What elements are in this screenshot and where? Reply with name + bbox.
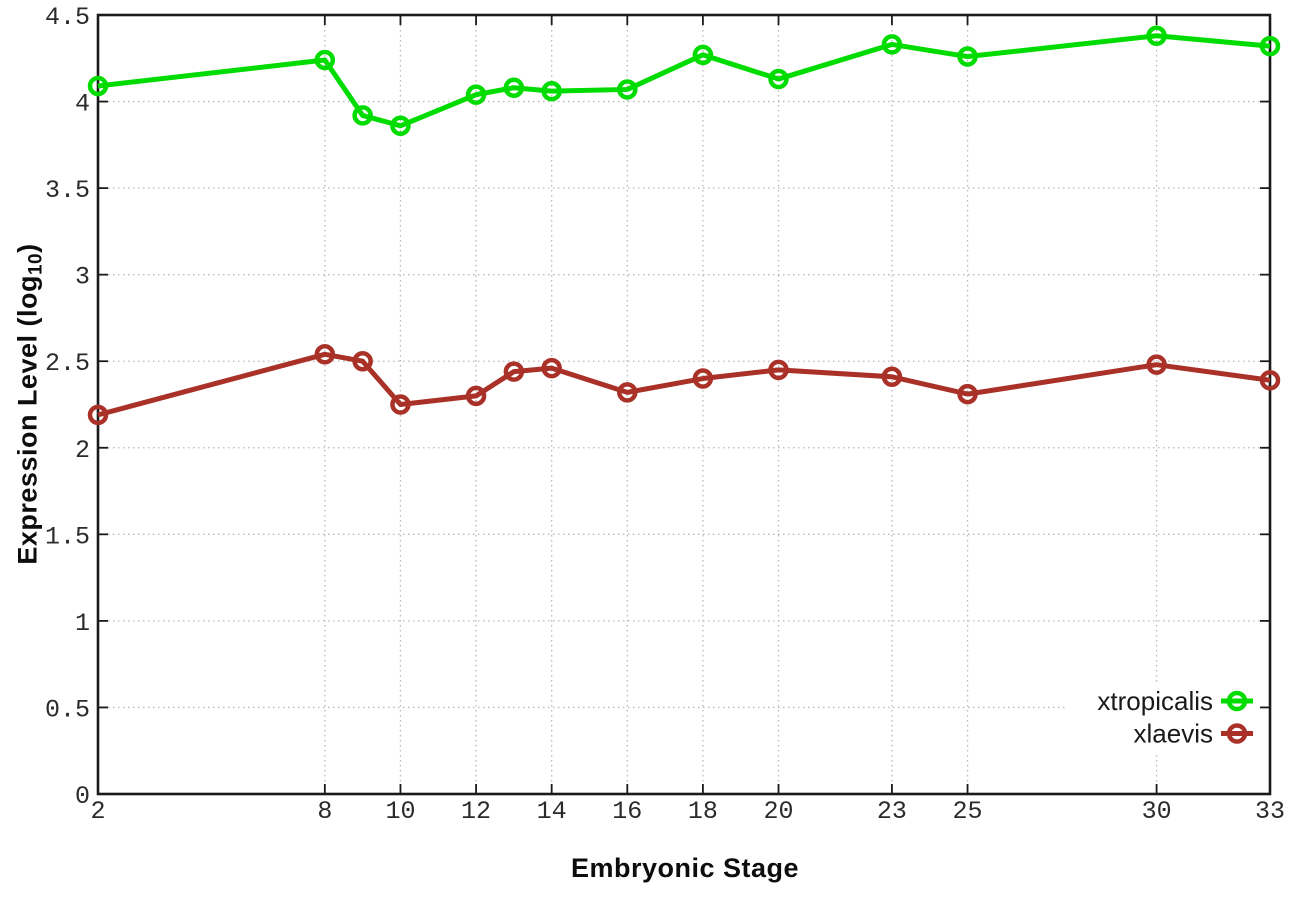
x-tick-label: 20 (764, 797, 794, 826)
plot-border (96, 13, 1272, 796)
x-tick-label: 12 (461, 797, 491, 826)
x-tick-label: 23 (877, 797, 907, 826)
data-point-xlaevis (87, 404, 109, 426)
x-tick-label: 25 (953, 797, 983, 826)
legend-background (1066, 682, 1260, 752)
legend-marker-xtropicalis (1226, 690, 1248, 712)
data-point-xtropicalis (314, 49, 336, 71)
data-point-xlaevis (957, 383, 978, 405)
data-point-xtropicalis (541, 80, 562, 102)
x-tick-label: 18 (688, 797, 718, 826)
data-point-xtropicalis (881, 34, 903, 55)
data-point-xtropicalis (957, 46, 978, 67)
data-point-xtropicalis (503, 77, 525, 98)
y-tick-label: 2.5 (45, 349, 90, 378)
data-point-xlaevis (768, 359, 789, 381)
data-point-xlaevis (1259, 370, 1281, 391)
y-tick-label: 0 (75, 782, 90, 811)
y-tick-label: 4 (75, 90, 90, 119)
data-point-xlaevis (617, 382, 638, 403)
series-line-xlaevis (97, 351, 1271, 418)
x-tick-label: 2 (90, 797, 105, 826)
x-tick-label: 8 (317, 797, 332, 826)
data-point-xlaevis (881, 366, 903, 388)
data-point-xtropicalis (617, 79, 638, 100)
x-tick-label: 33 (1255, 797, 1285, 826)
data-point-xlaevis (352, 350, 373, 372)
data-point-xtropicalis (1146, 25, 1167, 47)
data-point-xtropicalis (1259, 35, 1281, 57)
y-tick-label: 1 (75, 609, 90, 638)
legend-marker-xlaevis (1226, 723, 1248, 744)
y-tick-label: 3 (75, 263, 90, 292)
data-point-xlaevis (692, 368, 714, 389)
y-tick-label: 4.5 (45, 3, 90, 32)
data-point-xlaevis (541, 357, 562, 379)
data-point-xtropicalis (390, 115, 411, 137)
series-line-xtropicalis (97, 33, 1271, 129)
data-point-xtropicalis (352, 105, 373, 126)
x-tick-label: 14 (537, 797, 567, 826)
data-point-xtropicalis (768, 68, 789, 90)
y-tick-label: 1.5 (45, 522, 90, 551)
y-tick-label: 2 (75, 436, 90, 465)
y-axis-title: Expression Level (log10) (13, 243, 48, 564)
data-point-xlaevis (503, 361, 525, 382)
x-tick-label: 16 (612, 797, 642, 826)
data-point-xlaevis (465, 385, 487, 407)
data-point-xtropicalis (692, 44, 714, 66)
y-tick-label: 0.5 (45, 695, 90, 724)
data-point-xlaevis (390, 394, 411, 415)
data-point-xtropicalis (465, 84, 487, 105)
x-tick-label: 10 (385, 797, 415, 826)
y-axis-title-subscript: 10 (25, 252, 47, 276)
data-point-xtropicalis (87, 75, 109, 97)
data-point-xlaevis (1146, 354, 1167, 375)
legend-label-xtropicalis: xtropicalis (1097, 686, 1213, 716)
legend-label-xlaevis: xlaevis (1134, 719, 1213, 749)
data-point-xlaevis (314, 344, 336, 365)
y-tick-label: 3.5 (45, 176, 90, 205)
x-axis-title: Embryonic Stage (570, 853, 800, 883)
x-tick-label: 30 (1142, 797, 1172, 826)
y-axis-title-close: ) (12, 243, 43, 253)
y-axis-title-text: Expression Level (log (12, 275, 43, 565)
